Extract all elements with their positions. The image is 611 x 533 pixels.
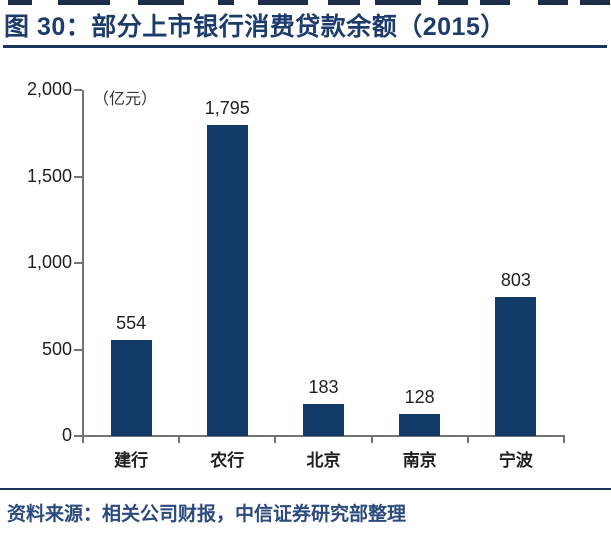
y-axis-tick <box>74 89 82 91</box>
bar <box>110 340 152 436</box>
bar-value-label: 128 <box>404 386 435 407</box>
bar-value-label: 803 <box>500 270 531 291</box>
x-axis-tick <box>82 436 84 443</box>
bar <box>303 404 344 436</box>
cropped-text-fragment <box>538 0 568 5</box>
y-axis-line <box>82 90 84 436</box>
cropped-text-fragment <box>218 0 234 5</box>
cropped-text-fragment <box>328 0 360 5</box>
bar <box>399 413 441 436</box>
bar-value-label: 554 <box>116 313 147 334</box>
x-axis-tick <box>370 436 373 443</box>
title-underline <box>3 45 607 48</box>
cropped-text-fragment <box>58 0 110 5</box>
y-axis-tick <box>74 262 82 264</box>
x-tick-label: 南京 <box>402 451 437 470</box>
y-axis-tick <box>74 175 82 178</box>
y-tick-label: 2,000 <box>26 79 72 99</box>
source-note: 资料来源：相关公司财报，中信证券研究部整理 <box>7 504 407 525</box>
x-axis-tick <box>274 436 277 443</box>
x-tick-label: 建行 <box>114 451 149 470</box>
bar-value-label: 183 <box>308 377 339 398</box>
cropped-text-fragment <box>8 0 32 5</box>
figure-title: 图 30：部分上市银行消费贷款余额（2015） <box>4 13 506 41</box>
cropped-text-fragment <box>438 0 468 5</box>
cropped-text-fragment <box>375 0 421 5</box>
x-tick-label: 宁波 <box>498 451 533 470</box>
y-tick-label: 500 <box>41 338 72 359</box>
x-tick-label: 北京 <box>306 451 341 470</box>
x-axis-line <box>82 435 565 437</box>
bar-chart: 0 500 1,000 1,500 2,000 554 建行 1,795 农行 183 北京 128 南… <box>0 60 611 490</box>
y-axis-tick <box>74 348 82 351</box>
cropped-text-fragment <box>480 0 510 5</box>
y-axis-tick <box>74 435 82 437</box>
bar-value-label: 1,795 <box>204 98 250 119</box>
y-unit-label: （亿元） <box>93 91 158 108</box>
x-tick-label: 农行 <box>210 451 245 470</box>
cropped-text-fragment <box>580 0 610 5</box>
y-tick-label: 0 <box>61 425 72 445</box>
x-axis-tick <box>178 436 181 443</box>
cropped-text-fragment <box>258 0 308 5</box>
bar <box>206 125 248 436</box>
bar <box>495 297 537 436</box>
y-tick-label: 1,000 <box>26 252 72 272</box>
x-axis-tick <box>563 436 565 443</box>
x-axis-tick <box>466 436 469 443</box>
y-tick-label: 1,500 <box>26 165 72 186</box>
footer-divider <box>0 488 611 490</box>
cropped-text-fragment <box>138 0 184 5</box>
